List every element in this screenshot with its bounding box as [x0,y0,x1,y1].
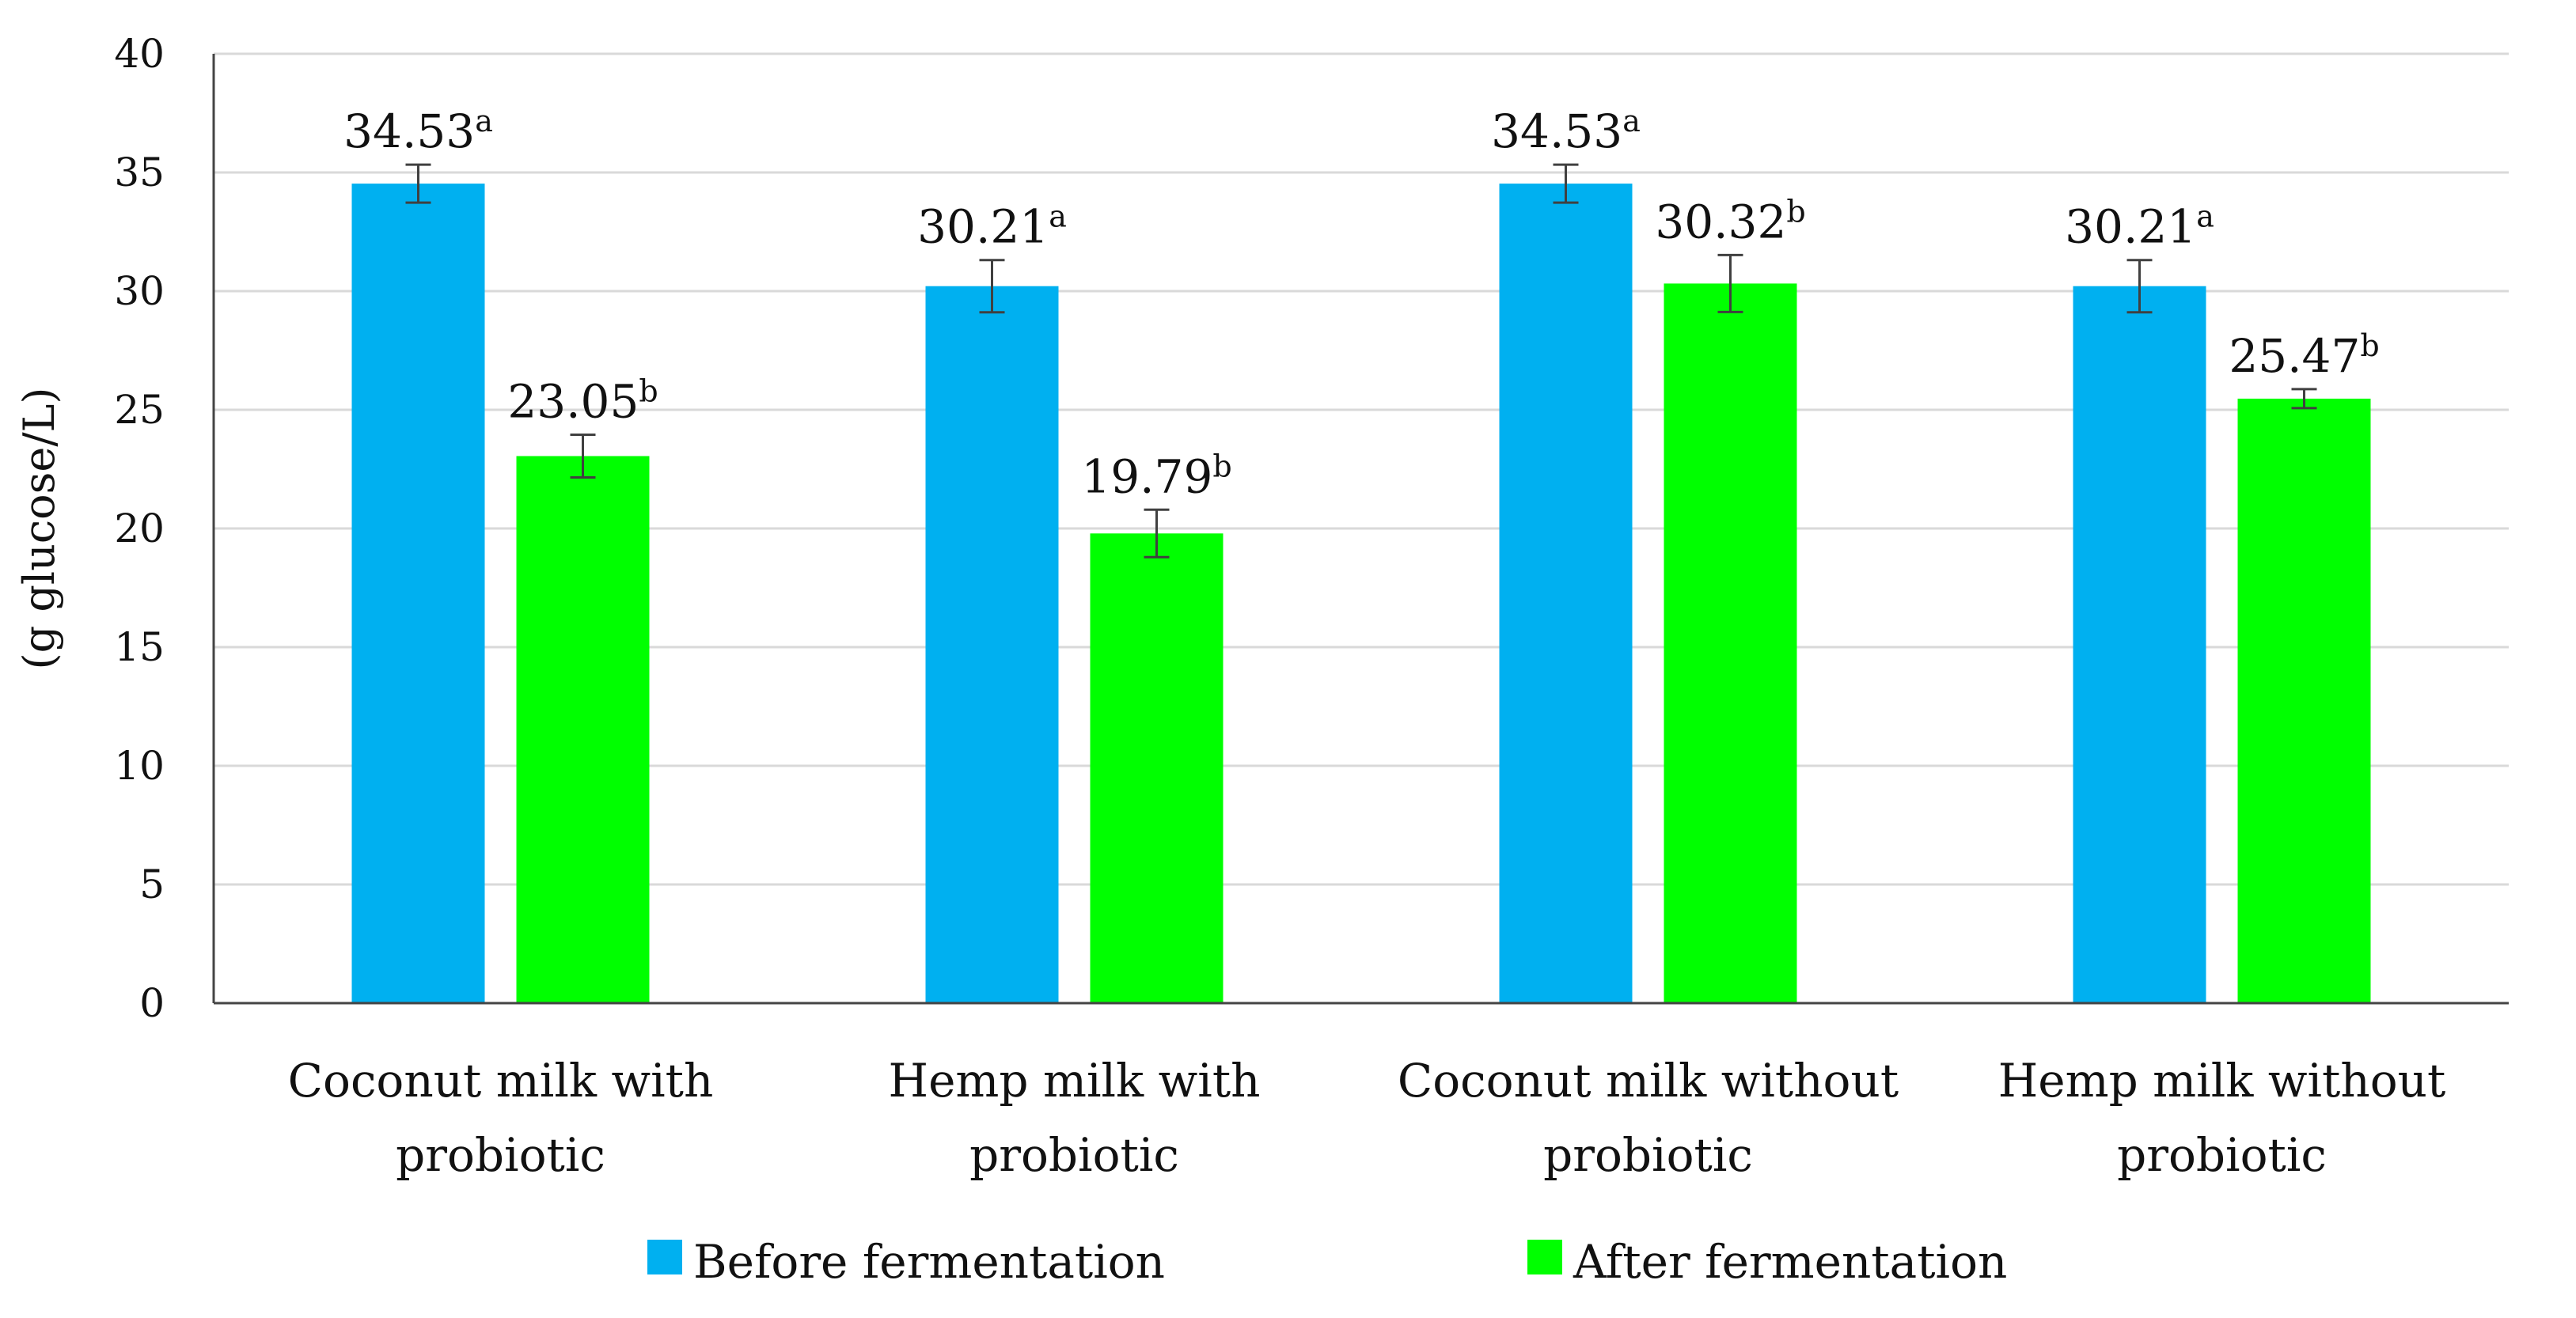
error-bar [1717,253,1743,313]
data-label: 34.53a [343,104,493,158]
legend: Before fermentation After fermentation [647,1235,2007,1289]
data-label: 34.53a [1491,104,1641,158]
bar-after-4 [2237,398,2371,1003]
legend-swatch-after [1527,1240,1562,1274]
data-label: 30.21a [917,199,1067,254]
error-bar [1553,163,1579,204]
y-tick-label: 10 [114,743,165,789]
data-label: 19.79b [1081,449,1231,503]
legend-label-before: Before fermentation [693,1235,1165,1289]
x-category-label: Hemp milk without [1998,1054,2446,1108]
x-category-label: Coconut milk with [288,1054,714,1108]
legend-label-after: After fermentation [1573,1235,2007,1289]
bar-after-1 [516,456,650,1003]
labels: 34.53a 23.05b Coconut milk with probiotic 30… [288,104,2446,1182]
legend-swatch-before [647,1240,682,1274]
data-label: 30.21a [2065,199,2214,254]
error-bar [405,163,431,204]
y-tick-label: 5 [139,862,165,907]
y-tick-label: 25 [114,387,165,433]
bar-before-1 [351,184,485,1004]
error-bar [1144,508,1170,559]
data-label: 23.05b [507,374,658,429]
bar-before-3 [1499,184,1633,1004]
error-bar [570,434,596,479]
y-tick-label: 0 [139,980,165,1026]
y-tick-label: 40 [114,31,165,77]
bar-before-2 [925,286,1059,1003]
y-tick-label: 35 [114,150,165,195]
y-tick-label: 30 [114,268,165,314]
error-bar [979,259,1005,314]
bars [351,163,2371,1004]
bar-before-4 [2073,286,2206,1003]
error-bar [2291,388,2317,410]
x-category-label: Coconut milk without [1398,1054,1899,1108]
error-bar [2126,259,2153,314]
y-tick-label: 15 [114,624,165,670]
bar-after-2 [1090,533,1224,1003]
x-category-label: probiotic [969,1128,1179,1182]
x-category-label: Hemp milk with [888,1054,1260,1108]
y-axis-title: (g glucose/L) [14,388,64,670]
axes: 0 5 10 15 20 25 30 35 40 (g glucose/L) [14,31,2509,1026]
data-label: 30.32b [1655,194,1805,248]
y-tick-label: 20 [114,506,165,551]
x-category-label: probiotic [396,1128,605,1182]
bar-after-3 [1664,283,1797,1003]
x-category-label: probiotic [1543,1128,1753,1182]
data-label: 25.47b [2229,328,2379,383]
x-category-label: probiotic [2117,1128,2327,1182]
